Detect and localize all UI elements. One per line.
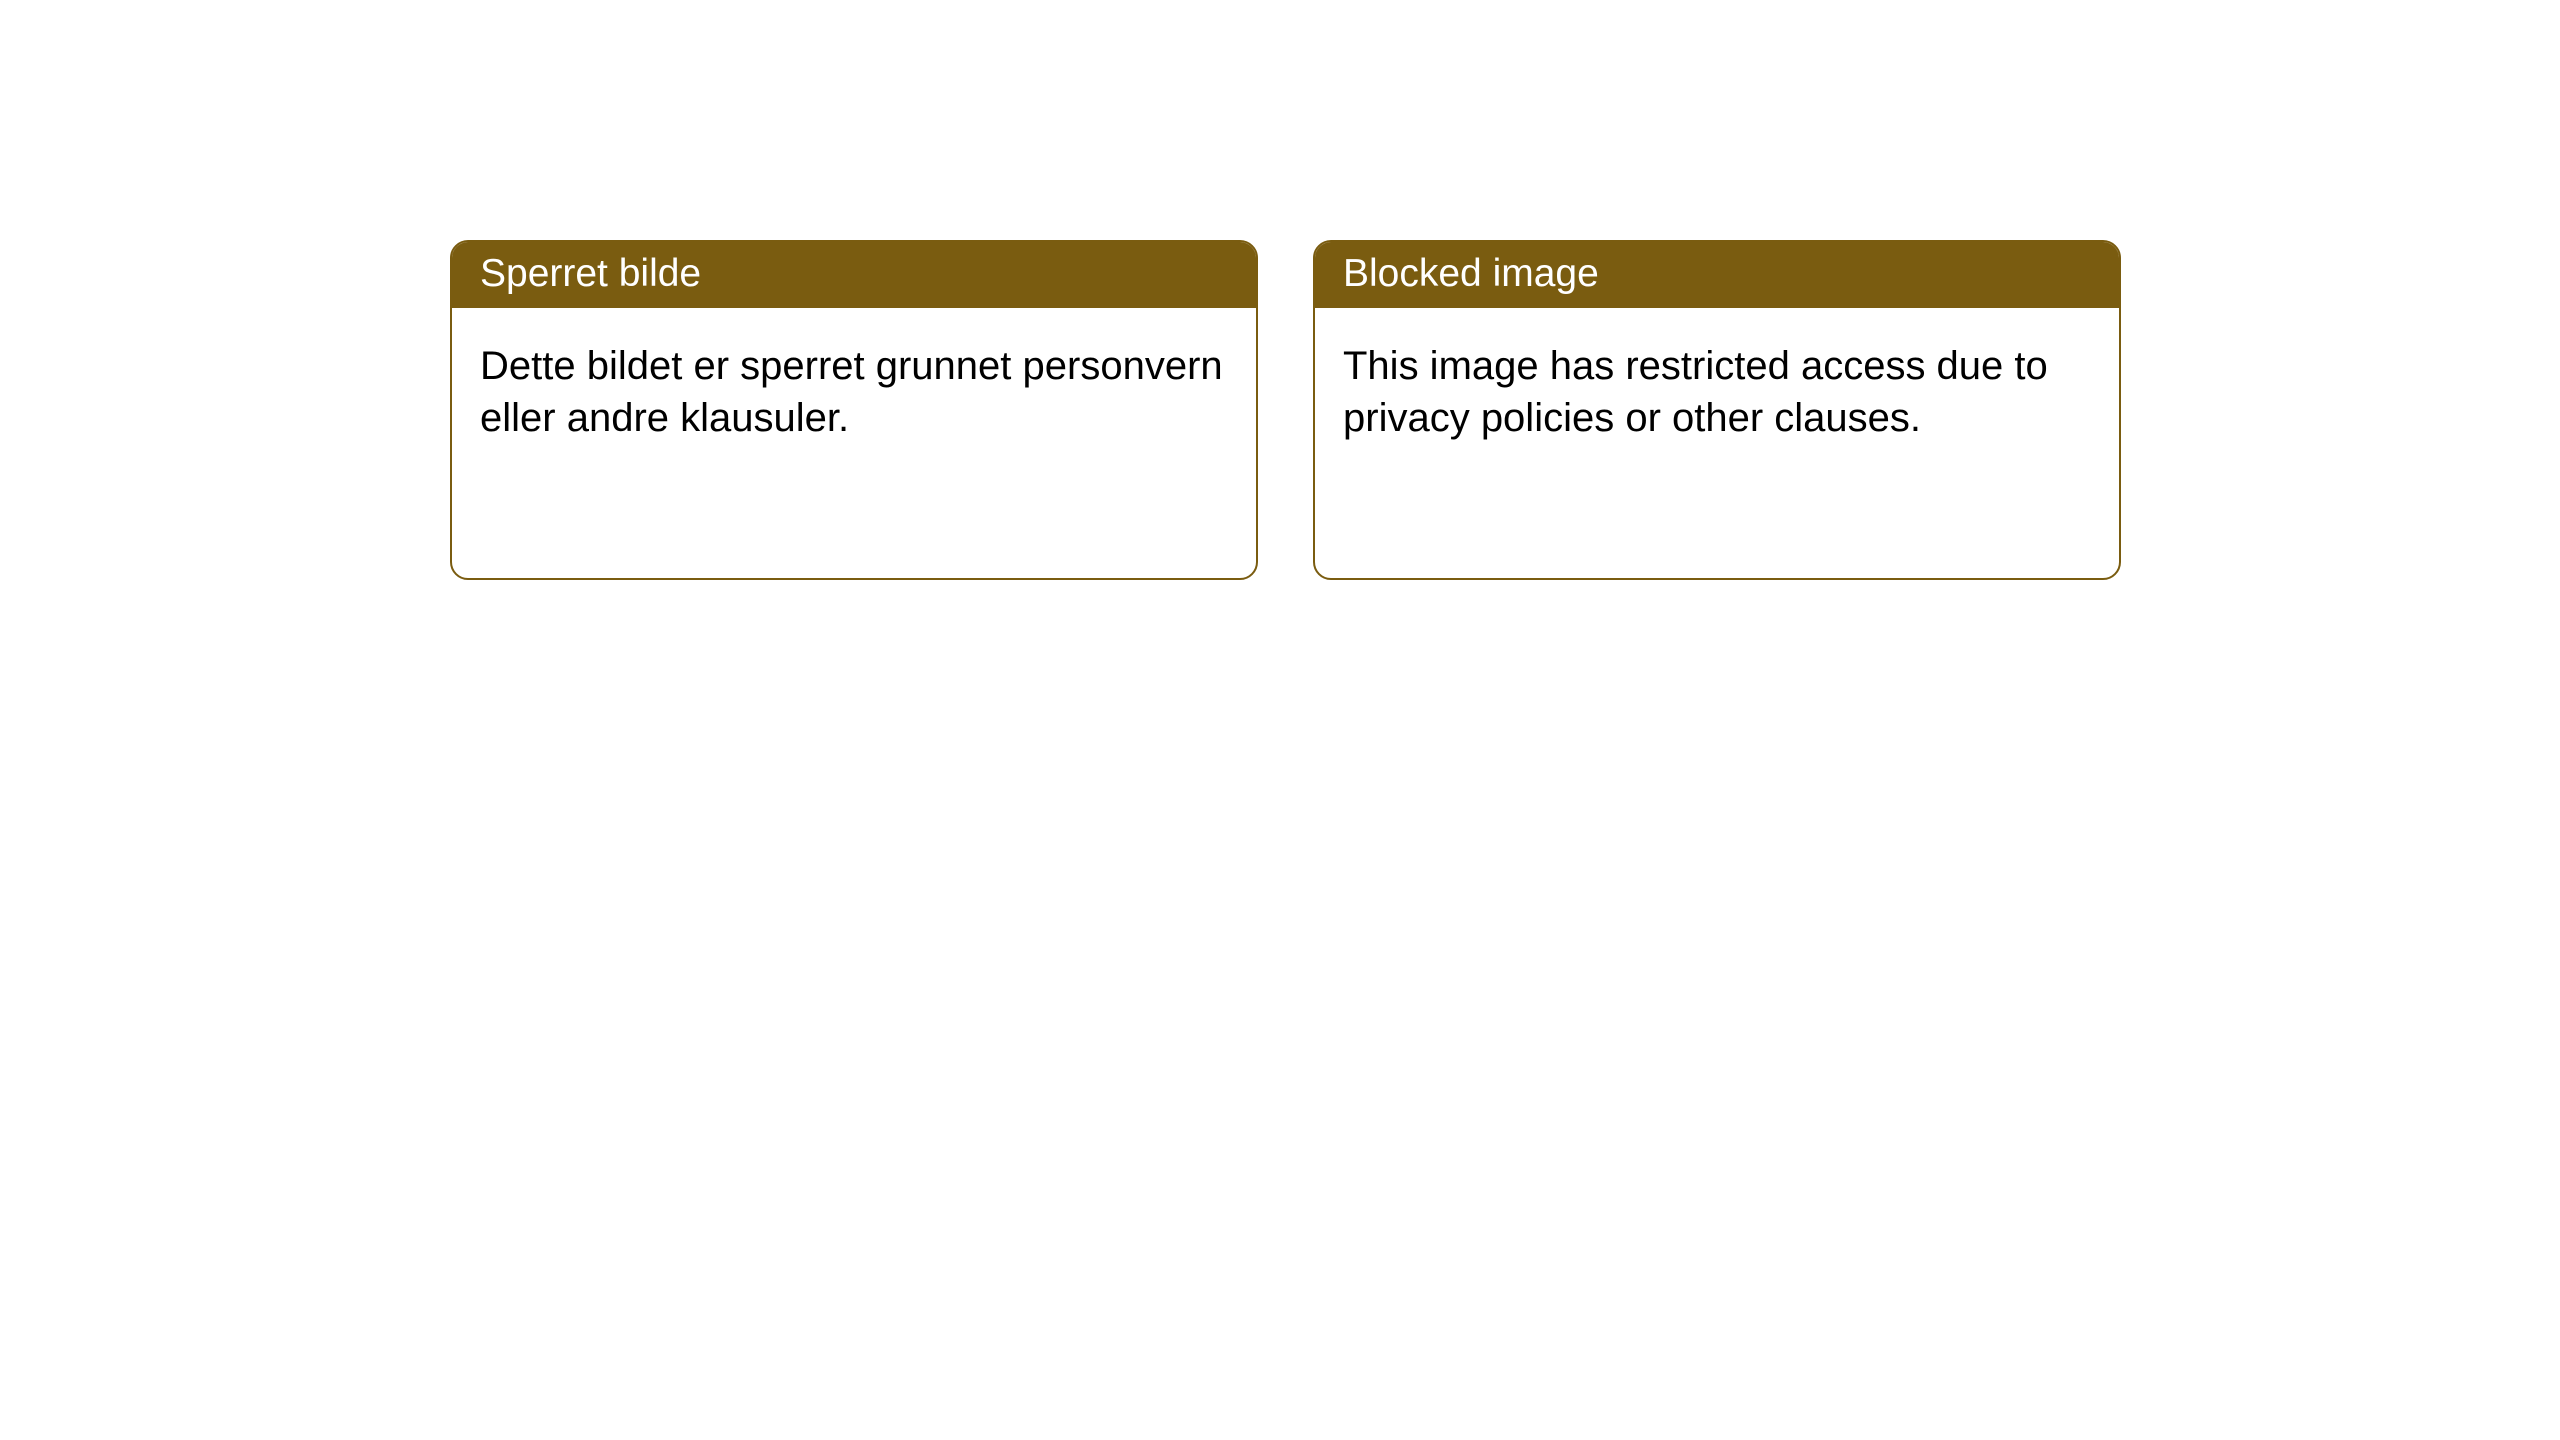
notice-card-norwegian: Sperret bilde Dette bildet er sperret gr…: [450, 240, 1258, 580]
notice-card-body-text: This image has restricted access due to …: [1343, 344, 2048, 440]
notice-card-english: Blocked image This image has restricted …: [1313, 240, 2121, 580]
notice-card-title: Sperret bilde: [480, 252, 701, 295]
notice-card-header: Blocked image: [1315, 242, 2119, 308]
notice-cards-container: Sperret bilde Dette bildet er sperret gr…: [450, 240, 2121, 580]
notice-card-header: Sperret bilde: [452, 242, 1256, 308]
notice-card-title: Blocked image: [1343, 252, 1599, 295]
notice-card-body-text: Dette bildet er sperret grunnet personve…: [480, 344, 1223, 440]
notice-card-body: Dette bildet er sperret grunnet personve…: [452, 308, 1256, 578]
notice-card-body: This image has restricted access due to …: [1315, 308, 2119, 578]
